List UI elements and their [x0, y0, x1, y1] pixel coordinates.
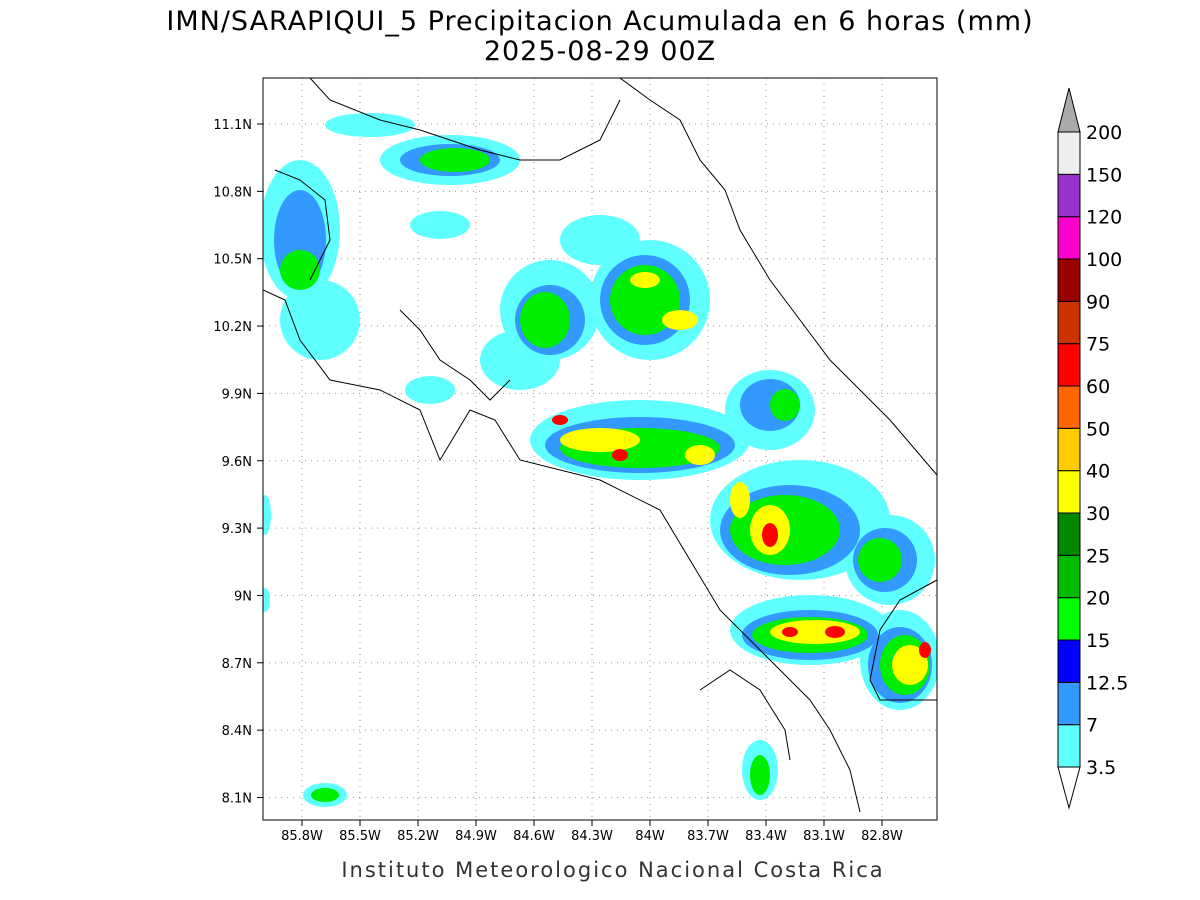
precipitation-field: [263, 113, 937, 807]
lon-tick-label: 83.7W: [687, 829, 729, 844]
lat-tick-label: 9.9N: [222, 387, 252, 402]
colorbar-segment: [1057, 766, 1081, 810]
lat-tick-label: 10.5N: [213, 253, 252, 268]
colorbar-segment: [1057, 173, 1081, 218]
lon-tick-label: 84W: [635, 829, 665, 844]
subtitle: 2025-08-29 00Z: [484, 36, 716, 67]
lon-tick-label: 85.5W: [339, 829, 381, 844]
colorbar-segment: [1057, 343, 1081, 387]
colorbar-label: 90: [1086, 291, 1110, 313]
colorbar-label: 120: [1086, 207, 1122, 229]
colorbar-label: 3.5: [1086, 757, 1116, 779]
map-area: [263, 78, 937, 820]
colorbar-label: 12.5: [1086, 672, 1128, 694]
lon-tick-label: 83.4W: [745, 829, 787, 844]
footer: Instituto Meteorologico Nacional Costa R…: [341, 858, 884, 882]
colorbar-label: 75: [1086, 334, 1110, 356]
colorbar-label: 25: [1086, 545, 1110, 567]
colorbar-label: 150: [1086, 164, 1122, 186]
lat-tick-label: 9.3N: [222, 522, 252, 537]
colorbar-segment: [1057, 681, 1081, 726]
colorbar-segment: [1057, 554, 1081, 599]
lat-tick-label: 9.6N: [222, 455, 252, 470]
colorbar-segment: [1057, 639, 1081, 683]
colorbar-label: 15: [1086, 630, 1110, 652]
colorbar-label: 50: [1086, 418, 1110, 440]
lat-tick-label: 8.7N: [222, 657, 252, 672]
axis-ticks: 11.1N 10.8N 10.5N 10.2N 9.9N 9.6N 9.3N 9N 8.7N 8.…: [213, 118, 903, 844]
colorbar-segment: [1057, 385, 1081, 429]
title: IMN/SARAPIQUI_5 Precipitacion Acumulada …: [166, 6, 1033, 37]
colorbar-segment: [1057, 258, 1081, 302]
colorbar-segment: [1057, 216, 1081, 260]
coastlines: [263, 78, 937, 813]
colorbar-segment: [1057, 427, 1081, 472]
lon-tick-label: 84.3W: [571, 829, 613, 844]
colorbar-segment: [1057, 131, 1081, 175]
lat-tick-label: 10.2N: [213, 320, 252, 335]
lon-tick-label: 83.1W: [803, 829, 845, 844]
colorbar-label: 100: [1086, 249, 1122, 271]
lat-tick-label: 10.8N: [213, 185, 252, 200]
colorbar-label: 40: [1086, 461, 1110, 483]
colorbar-segment: [1057, 300, 1081, 345]
lon-tick-label: 84.6W: [513, 829, 555, 844]
colorbar-segment: [1057, 470, 1081, 514]
colorbar-label: 60: [1086, 376, 1110, 398]
colorbar-segment: [1057, 512, 1081, 556]
map-frame: [262, 77, 938, 821]
colorbar-label: 200: [1086, 122, 1122, 144]
lon-tick-label: 85.8W: [281, 829, 323, 844]
lon-tick-label: 85.2W: [397, 829, 439, 844]
colorbar-label: 20: [1086, 588, 1110, 610]
lat-tick-label: 8.4N: [222, 724, 252, 739]
lat-tick-label: 8.1N: [222, 792, 252, 807]
colorbar-label: 30: [1086, 503, 1110, 525]
colorbar-segment: [1057, 597, 1081, 641]
lon-tick-label: 82.8W: [861, 829, 903, 844]
lat-tick-label: 11.1N: [213, 118, 252, 133]
colorbar-segment: [1057, 87, 1081, 133]
lon-tick-label: 84.9W: [455, 829, 497, 844]
colorbar-label: 7: [1086, 715, 1098, 737]
lat-tick-label: 9N: [234, 589, 252, 604]
colorbar: 3.5 7 12.5 15 20 25 30 40 50 60 75 90 100 120 150 200: [1057, 87, 1128, 810]
colorbar-segment: [1057, 724, 1081, 768]
